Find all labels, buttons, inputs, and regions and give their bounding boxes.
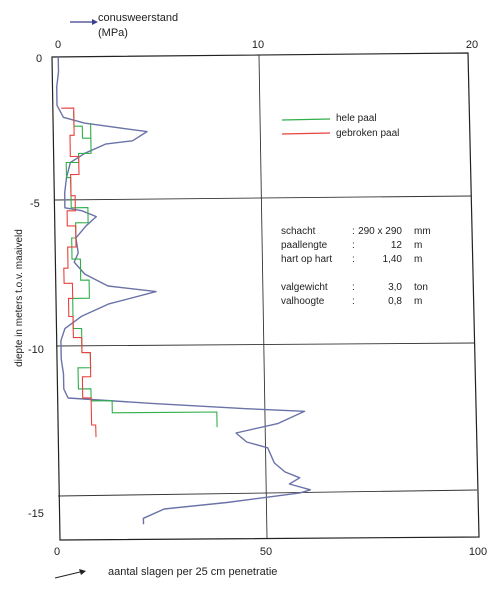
info-value: 290 x 290: [358, 226, 402, 237]
top-axis-label-line1: conusweerstand: [98, 12, 178, 24]
info-separator: :: [352, 226, 355, 237]
y-axis-label: diepte in meters t.o.v. maaiveld: [14, 229, 25, 367]
info-separator: :: [352, 296, 355, 307]
bottom-tick-label: 0: [54, 546, 60, 558]
info-label: paallengte: [281, 240, 328, 251]
info-unit: m: [414, 240, 422, 251]
top-tick-label: 20: [466, 39, 478, 51]
info-label: valgewicht: [281, 282, 328, 293]
info-value: 1,40: [383, 254, 403, 265]
info-unit: m: [414, 296, 422, 307]
info-table: schacht : 290 x 290 mm paallengte : 12 m…: [281, 226, 431, 307]
legend-label: hele paal: [336, 113, 377, 124]
bottom-tick-label: 50: [260, 546, 272, 558]
y-tick-label: -5: [30, 198, 40, 210]
y-tick-label: -15: [28, 508, 44, 520]
top-axis-label-line2: (MPa): [98, 27, 128, 39]
legend-label: gebroken paal: [336, 128, 399, 139]
grid-line-horizontal: [55, 342, 475, 347]
info-label: schacht: [281, 226, 316, 237]
legend-swatch-hele-paal: [281, 118, 331, 121]
info-value: 3,0: [388, 282, 402, 293]
info-label: valhoogte: [281, 296, 325, 307]
top-axis-arrowhead: [92, 19, 98, 25]
series-line-hele-paal: [65, 111, 218, 428]
info-value: 0,8: [388, 296, 402, 307]
y-tick-label: -10: [28, 344, 44, 356]
info-separator: :: [352, 282, 355, 293]
info-value: 12: [391, 240, 403, 251]
series-line-gebroken-paal: [61, 107, 97, 438]
grid-line-vertical: [258, 54, 268, 539]
info-separator: :: [352, 240, 355, 251]
legend-swatch-gebroken-paal: [281, 132, 331, 135]
grid-line-horizontal: [54, 195, 472, 201]
series-line-conusweerstand: [56, 56, 312, 525]
grid-line-horizontal: [57, 489, 478, 497]
y-tick-label: 0: [36, 53, 42, 65]
bottom-tick-label: 100: [469, 546, 487, 558]
info-unit: m: [414, 254, 422, 265]
info-unit: mm: [414, 226, 431, 237]
bottom-axis-label: aantal slagen per 25 cm penetratie: [108, 566, 277, 578]
plot-frame: [51, 52, 480, 541]
bottom-axis-arrow: [54, 571, 81, 579]
info-label: hart op hart: [281, 254, 332, 265]
info-unit: ton: [414, 282, 428, 293]
info-separator: :: [352, 254, 355, 265]
top-tick-label: 0: [55, 39, 61, 51]
top-tick-label: 10: [252, 39, 264, 51]
bottom-axis-arrowhead: [79, 569, 86, 575]
